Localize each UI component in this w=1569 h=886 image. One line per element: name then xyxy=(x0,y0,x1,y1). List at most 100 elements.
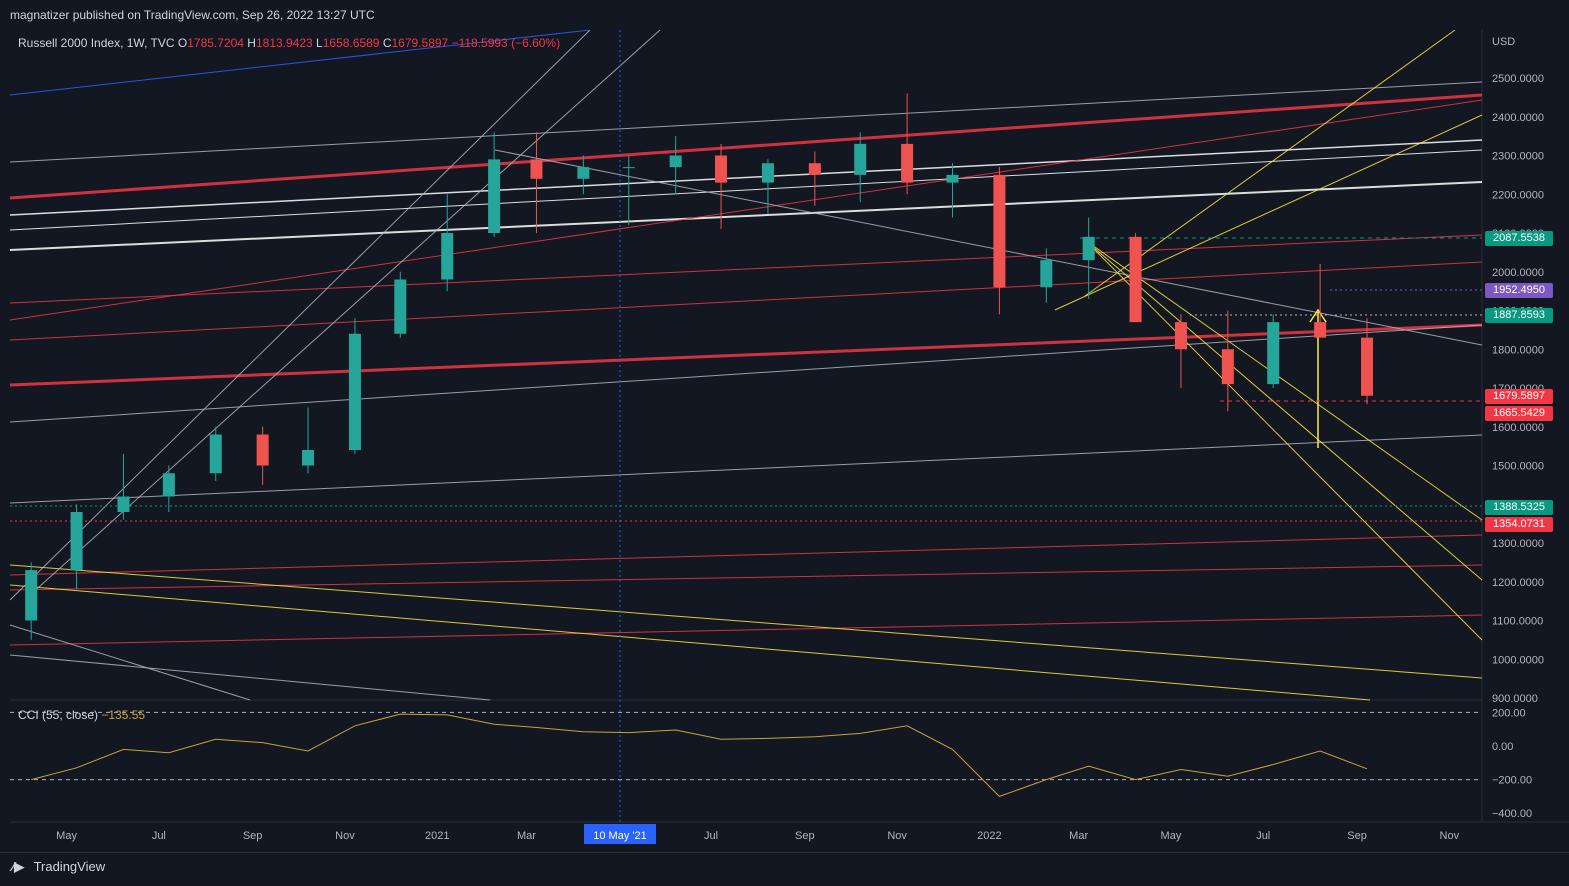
cci-tick-200: 200.00 xyxy=(1492,707,1526,719)
trendline-22 xyxy=(1084,239,1483,581)
cci-legend: CCI (55, close) −135.55 xyxy=(18,708,145,722)
trendline-0 xyxy=(9,29,591,96)
time-label-3: Nov xyxy=(335,830,355,842)
trendline-5 xyxy=(9,181,1483,251)
ohlc-open: 1785.7204 xyxy=(187,36,244,50)
time-label-11: Mar xyxy=(1069,830,1088,842)
ohlc-change: −118.5993 (−6.60%) xyxy=(451,36,561,50)
cci-value: −135.55 xyxy=(101,708,146,722)
time-label-9: Nov xyxy=(887,830,907,842)
candle-body-2022-09 xyxy=(1361,337,1374,396)
price-tick-2300: 2300.0000 xyxy=(1492,151,1544,163)
price-tag: 1952.4950 xyxy=(1485,283,1553,298)
time-label-5: Mar xyxy=(517,830,536,842)
candle-body-2021-08 xyxy=(761,163,774,183)
trendline-8 xyxy=(9,261,1483,341)
candle-body-2020-05 xyxy=(70,512,83,571)
ohlc-close: 1679.5897 xyxy=(391,36,449,50)
trendline-6 xyxy=(9,149,1483,231)
ohlc-open-label: O xyxy=(177,36,188,50)
candle-body-2022-03 xyxy=(1082,236,1095,261)
trendline-15 xyxy=(9,564,1483,679)
candle-body-2022-04 xyxy=(1129,236,1142,323)
candle-body-2022-01 xyxy=(993,174,1006,288)
price-tick-2200: 2200.0000 xyxy=(1492,189,1544,201)
price-tick-900: 900.0000 xyxy=(1492,693,1538,705)
candle-body-2021-01 xyxy=(441,233,454,280)
symbol-legend: Russell 2000 Index, 1W, TVC O1785.7204 H… xyxy=(18,36,560,50)
cursor-date-label: 10 May '21 xyxy=(593,830,646,842)
candle-body-2021-02 xyxy=(488,159,501,233)
trendline-2 xyxy=(9,323,1483,387)
trendline-24 xyxy=(1084,29,1456,297)
ohlc-close-label: C xyxy=(382,36,392,50)
trendline-4 xyxy=(9,139,1483,216)
price-tick-2400: 2400.0000 xyxy=(1492,112,1544,124)
candle-body-2021-10 xyxy=(854,143,867,175)
price-axis-currency: USD xyxy=(1492,36,1515,48)
trendline-11 xyxy=(9,434,1483,504)
trendline-13 xyxy=(9,564,1483,591)
candle-body-2022-07 xyxy=(1267,322,1280,385)
price-tag: 1679.5897 xyxy=(1485,389,1553,404)
candle-body-2020-04 xyxy=(25,570,38,621)
candle-body-2021-03 xyxy=(530,159,543,179)
trendline-26 xyxy=(29,29,661,596)
price-tag: 1887.8593 xyxy=(1485,308,1553,323)
candle-body-2021-05 xyxy=(622,167,635,169)
price-tick-1600: 1600.0000 xyxy=(1492,422,1544,434)
candle-body-2022-02 xyxy=(1040,260,1053,288)
cci-tick--400: −400.00 xyxy=(1492,808,1532,820)
time-label-7: Jul xyxy=(704,830,718,842)
trendline-9 xyxy=(9,99,1483,321)
symbol-name: Russell 2000 Index, 1W, TVC xyxy=(18,36,175,50)
candle-body-2022-05 xyxy=(1174,322,1187,350)
cursor-date-bg xyxy=(584,824,656,844)
price-tick-1300: 1300.0000 xyxy=(1492,538,1544,550)
brand: ⁄▶ TradingView xyxy=(12,859,105,875)
trendline-20 xyxy=(1084,239,1483,521)
candle-body-2020-08 xyxy=(209,434,222,474)
candle-body-2022-06 xyxy=(1221,349,1234,385)
price-tick-1500: 1500.0000 xyxy=(1492,461,1544,473)
price-tag: 2087.5538 xyxy=(1485,231,1553,246)
ohlc-high-label: H xyxy=(247,36,256,50)
published-text: magnatizer published on TradingView.com,… xyxy=(10,8,375,22)
trendline-16 xyxy=(9,584,1371,701)
price-tag: 1665.5429 xyxy=(1485,406,1553,421)
ohlc-low-label: L xyxy=(316,36,323,50)
candle-body-2020-10 xyxy=(302,450,315,466)
time-label-14: Sep xyxy=(1347,830,1367,842)
trendline-17 xyxy=(9,624,251,701)
cci-tick-0: 0.00 xyxy=(1492,741,1513,753)
trendline-7 xyxy=(9,234,1483,304)
price-tick-1800: 1800.0000 xyxy=(1492,344,1544,356)
candle-body-2020-11 xyxy=(348,333,361,450)
candle-body-2020-07 xyxy=(162,473,175,497)
candle-body-2021-09 xyxy=(808,163,821,175)
time-label-12: May xyxy=(1161,830,1182,842)
brand-name: TradingView xyxy=(33,859,106,874)
ohlc-high: 1813.9423 xyxy=(255,36,313,50)
candle-body-2022-08 xyxy=(1314,322,1327,338)
published-header: magnatizer published on TradingView.com,… xyxy=(0,0,1569,30)
candle-body-2020-12 xyxy=(394,279,407,334)
trendline-21 xyxy=(1084,239,1483,641)
time-label-1: Jul xyxy=(152,830,166,842)
time-label-15: Nov xyxy=(1440,830,1460,842)
candle-body-2021-07 xyxy=(715,155,728,183)
footer-bar: ⁄▶ TradingView xyxy=(0,852,1569,886)
time-label-2: Sep xyxy=(243,830,263,842)
candles-group xyxy=(25,93,1374,640)
candle-body-2021-12 xyxy=(946,174,959,183)
trendline-14 xyxy=(9,614,1483,646)
time-label-0: May xyxy=(56,830,77,842)
price-tick-1200: 1200.0000 xyxy=(1492,577,1544,589)
trendline-3 xyxy=(9,81,1483,163)
price-tick-1000: 1000.0000 xyxy=(1492,654,1544,666)
price-tag: 1388.5325 xyxy=(1485,500,1553,515)
time-label-8: Sep xyxy=(795,830,815,842)
price-tick-2000: 2000.0000 xyxy=(1492,267,1544,279)
